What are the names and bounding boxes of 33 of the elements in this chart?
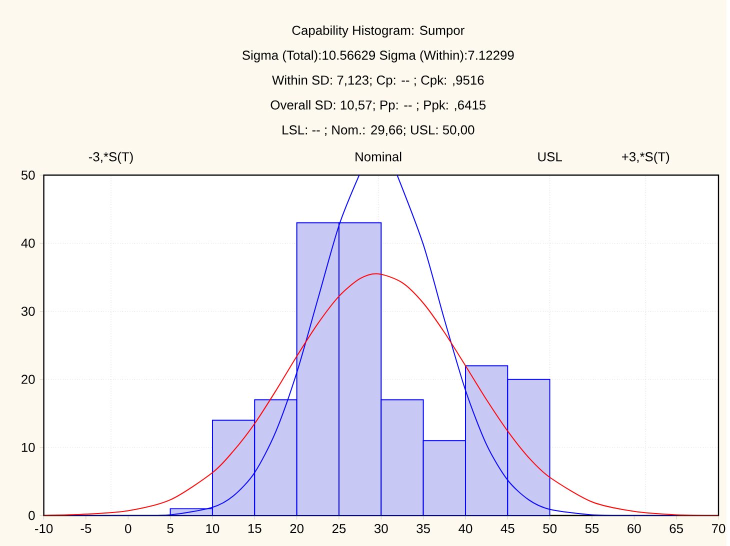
x-tick-label: 30 [374, 524, 388, 533]
y-tick-label: 10 [22, 442, 35, 452]
x-tick-label: 70 [712, 524, 726, 533]
chart-title: Capability Histogram: Sumpor [292, 25, 464, 38]
x-tick-label: 40 [458, 524, 472, 533]
x-tick-label: 20 [290, 524, 304, 533]
x-tick-label: -10 [35, 524, 53, 533]
x-tick-label: 60 [628, 524, 641, 533]
line-series [44, 273, 719, 516]
x-tick-label: 65 [670, 524, 683, 533]
x-tick-label: 10 [206, 524, 220, 533]
ref-line-label: +3,*S(T) [622, 152, 670, 164]
ref-line-label: USL [538, 152, 562, 162]
text: LSL: -- ; Nom.: 29,66; USL: 50,00 [282, 125, 474, 136]
y-tick-label: 30 [21, 306, 35, 316]
x-tick-label: 15 [248, 524, 262, 533]
y-tick-label: 40 [21, 238, 35, 248]
x-tick-label: -5 [80, 524, 92, 533]
chart-subtitle: Sigma (Total):10.56629 Sigma (Within):7.12299 [242, 50, 514, 62]
x-tick-label: 50 [543, 524, 557, 533]
ref-line-label: -3,*S(T) [88, 152, 133, 164]
y-tick-label: 20 [22, 374, 35, 384]
ref-line-label: Nominal [356, 152, 402, 162]
text: Within SD: 7,123; Cp: -- ; Cpk: ,9516 [272, 75, 484, 88]
x-tick-label: 55 [585, 524, 599, 533]
text: Overall SD: 10,57; Pp: -- ; Ppk: ,6415 [270, 100, 486, 112]
y-tick-label: 0 [28, 510, 35, 520]
x-tick-label: 5 [167, 524, 174, 533]
x-tick-label: 25 [332, 524, 346, 533]
x-tick-label: 45 [500, 524, 514, 533]
x-tick-label: 0 [125, 524, 132, 533]
x-tick-label: 35 [416, 524, 430, 533]
y-tick-label: 50 [21, 170, 35, 180]
